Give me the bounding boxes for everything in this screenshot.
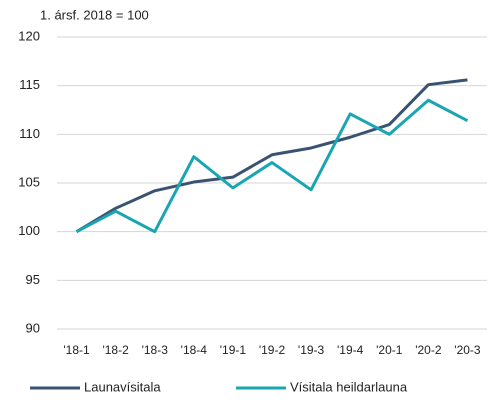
y-tick-label: 115 bbox=[19, 77, 40, 92]
legend-label: Vísitala heildarlauna bbox=[290, 379, 408, 394]
x-tick-label: '18-2 bbox=[102, 343, 129, 357]
x-tick-label: '19-3 bbox=[298, 343, 325, 357]
chart-subtitle: 1. ársf. 2018 = 100 bbox=[40, 7, 149, 22]
x-tick-label: '18-3 bbox=[142, 343, 169, 357]
x-tick-label: '20-2 bbox=[415, 343, 442, 357]
y-tick-label: 90 bbox=[26, 320, 40, 335]
y-tick-label: 105 bbox=[18, 174, 40, 189]
x-tick-label: '20-1 bbox=[376, 343, 403, 357]
y-tick-label: 100 bbox=[18, 223, 40, 238]
y-tick-label: 120 bbox=[18, 28, 40, 43]
x-tick-label: '20-3 bbox=[454, 343, 481, 357]
x-tick-label: '18-1 bbox=[63, 343, 90, 357]
legend-label: Launavísitala bbox=[84, 379, 161, 394]
y-tick-label: 95 bbox=[26, 272, 40, 287]
x-tick-label: '19-4 bbox=[337, 343, 364, 357]
x-tick-label: '18-4 bbox=[181, 343, 208, 357]
series-line bbox=[75, 78, 468, 233]
series-line bbox=[75, 98, 469, 234]
y-tick-label: 110 bbox=[19, 126, 40, 141]
x-tick-label: '19-2 bbox=[259, 343, 286, 357]
x-tick-label: '19-1 bbox=[220, 343, 247, 357]
